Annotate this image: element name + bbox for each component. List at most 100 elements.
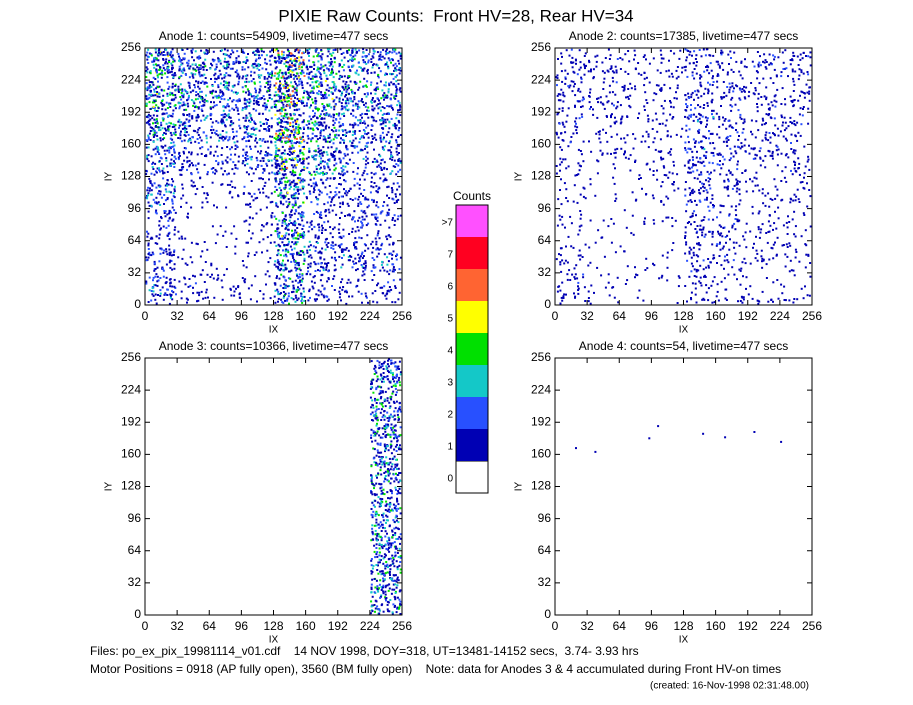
count-dot bbox=[333, 159, 336, 162]
count-dot bbox=[348, 69, 351, 72]
count-dot bbox=[566, 261, 569, 264]
count-dot bbox=[314, 249, 317, 252]
count-dot bbox=[163, 210, 166, 212]
count-dot bbox=[712, 254, 715, 257]
count-dot bbox=[258, 54, 261, 57]
count-dot bbox=[282, 106, 285, 109]
count-dot bbox=[162, 298, 165, 301]
count-dot bbox=[290, 75, 293, 78]
count-dot bbox=[710, 284, 713, 287]
count-dot bbox=[233, 108, 236, 111]
count-dot bbox=[293, 141, 296, 144]
count-dot bbox=[363, 67, 366, 70]
count-dot bbox=[365, 215, 368, 218]
count-dot bbox=[145, 70, 148, 72]
count-dot bbox=[149, 118, 152, 121]
count-dot bbox=[741, 261, 744, 264]
count-dot bbox=[329, 133, 331, 136]
count-dot bbox=[727, 273, 730, 276]
count-dot bbox=[302, 178, 305, 181]
count-dot bbox=[315, 293, 318, 296]
count-dot bbox=[331, 97, 334, 100]
count-dot bbox=[305, 66, 308, 69]
count-dot bbox=[776, 279, 779, 281]
count-dot bbox=[723, 277, 726, 280]
count-dot bbox=[262, 104, 265, 107]
count-dot bbox=[356, 69, 358, 72]
count-dot bbox=[330, 146, 333, 149]
count-dot bbox=[184, 90, 187, 93]
count-dot bbox=[574, 295, 577, 298]
count-dot bbox=[381, 113, 384, 116]
count-dot bbox=[392, 165, 395, 168]
count-dot bbox=[351, 49, 354, 52]
count-dot bbox=[696, 260, 699, 263]
count-dot bbox=[168, 52, 171, 55]
count-dot bbox=[317, 151, 320, 154]
count-dot bbox=[228, 138, 231, 141]
count-dot bbox=[245, 80, 248, 83]
count-dot bbox=[166, 179, 169, 182]
count-dot bbox=[366, 92, 369, 95]
count-dot bbox=[397, 120, 400, 123]
count-dot bbox=[561, 299, 564, 302]
count-dot bbox=[203, 104, 206, 107]
count-dot bbox=[313, 158, 316, 161]
count-dot bbox=[328, 103, 331, 106]
count-dot bbox=[161, 103, 164, 105]
count-dot bbox=[702, 219, 705, 221]
count-dot bbox=[341, 203, 344, 206]
count-dot bbox=[250, 93, 252, 96]
count-dot bbox=[225, 114, 228, 117]
count-dot bbox=[718, 255, 721, 257]
count-dot bbox=[182, 93, 185, 96]
count-dot bbox=[295, 108, 298, 111]
count-dot bbox=[376, 234, 379, 237]
heatmap-dots bbox=[555, 48, 812, 305]
count-dot bbox=[347, 102, 350, 105]
count-dot bbox=[572, 246, 575, 249]
count-dot bbox=[178, 59, 180, 62]
count-dot bbox=[695, 275, 698, 278]
count-dot bbox=[212, 128, 215, 131]
count-dot bbox=[339, 205, 342, 208]
count-dot bbox=[159, 190, 162, 193]
count-dot bbox=[146, 71, 149, 74]
count-dot bbox=[269, 80, 272, 83]
count-dot bbox=[245, 77, 248, 80]
count-dot bbox=[699, 264, 702, 267]
count-dot bbox=[643, 223, 646, 225]
count-dot bbox=[285, 160, 288, 163]
count-dot bbox=[197, 107, 200, 110]
count-dot bbox=[399, 214, 402, 217]
count-dot bbox=[178, 126, 180, 129]
count-dot bbox=[153, 118, 156, 121]
count-dot bbox=[212, 106, 215, 109]
count-dot bbox=[320, 149, 323, 152]
count-dot bbox=[395, 89, 398, 92]
count-dot bbox=[351, 92, 354, 95]
count-dot bbox=[155, 212, 158, 215]
count-dot bbox=[280, 100, 283, 102]
count-dot bbox=[162, 225, 165, 228]
count-dot bbox=[177, 52, 180, 55]
count-dot bbox=[160, 88, 163, 91]
count-dot bbox=[333, 164, 336, 167]
count-dot bbox=[379, 248, 382, 250]
count-dot bbox=[151, 129, 154, 132]
count-dot bbox=[757, 303, 760, 305]
count-dot bbox=[173, 148, 175, 151]
count-dot bbox=[148, 93, 151, 96]
count-dot bbox=[320, 293, 323, 296]
count-dot bbox=[166, 107, 169, 109]
count-dot bbox=[167, 183, 170, 186]
count-dot bbox=[269, 297, 272, 300]
count-dot bbox=[388, 243, 391, 246]
count-dot bbox=[388, 105, 391, 108]
count-dot bbox=[294, 157, 297, 159]
count-dot bbox=[258, 69, 261, 71]
count-dot bbox=[211, 92, 213, 95]
count-dot bbox=[188, 159, 191, 162]
count-dot bbox=[191, 261, 194, 264]
count-dot bbox=[690, 297, 692, 299]
